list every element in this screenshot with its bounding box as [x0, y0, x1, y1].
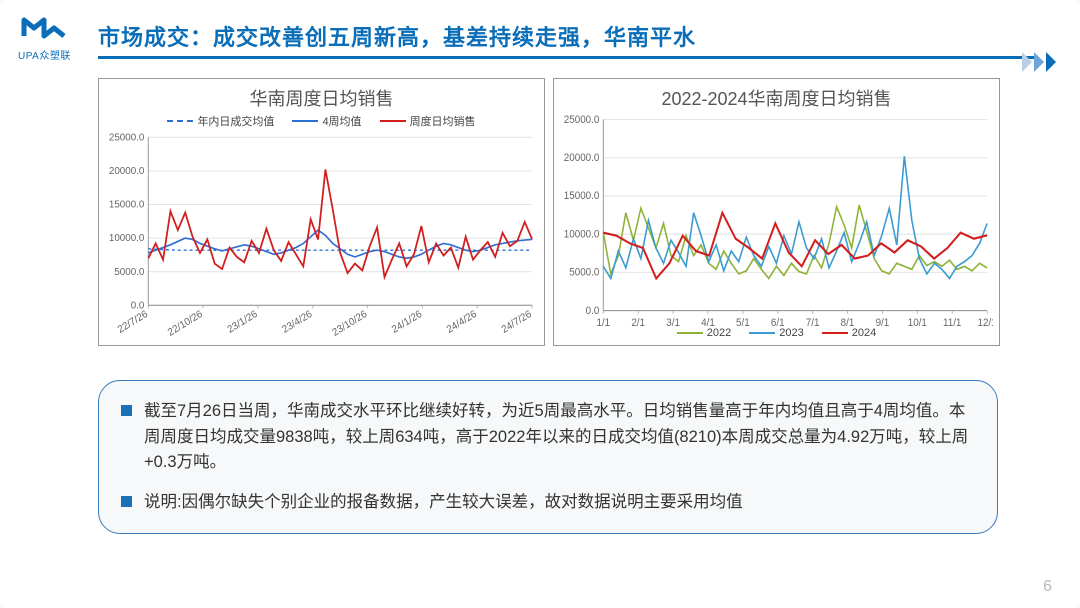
svg-text:24/7/26: 24/7/26 [500, 308, 534, 335]
page-title: 市场成交：成交改善创五周新高，基差持续走强，华南平水 [98, 20, 696, 52]
chart-right-plot: 0.05000.010000.015000.020000.025000.01/1… [560, 113, 993, 341]
svg-text:5000.0: 5000.0 [569, 267, 599, 279]
svg-text:20000.0: 20000.0 [109, 166, 145, 177]
svg-text:0.0: 0.0 [586, 305, 600, 317]
chart-left-panel: 华南周度日均销售 年内日成交均值4周均值周度日均销售 0.05000.01000… [98, 78, 545, 346]
chart-right-title: 2022-2024华南周度日均销售 [560, 85, 993, 111]
note-item: 截至7月26日当周，华南成交水平环比继续好转，为近5周最高水平。日均销售量高于年… [121, 399, 975, 476]
svg-text:10000.0: 10000.0 [109, 233, 145, 244]
arrow-decoration [1022, 52, 1070, 72]
bullet-icon [121, 496, 132, 507]
title-rule [98, 56, 1038, 59]
logo: UPA众塑联 [18, 14, 78, 62]
svg-text:24/1/26: 24/1/26 [390, 308, 424, 335]
chart-left-legend: 年内日成交均值4周均值周度日均销售 [105, 113, 538, 129]
chart-left-plot: 0.05000.010000.015000.020000.025000.022/… [105, 131, 538, 341]
slide: UPA众塑联 市场成交：成交改善创五周新高，基差持续走强，华南平水 华南周度日均… [0, 0, 1080, 608]
svg-text:25000.0: 25000.0 [564, 114, 600, 126]
svg-text:15000.0: 15000.0 [109, 199, 145, 210]
chart-right-legend: 202220232024 [554, 327, 999, 339]
svg-text:22/10/26: 22/10/26 [166, 308, 205, 338]
note-item: 说明:因偶尔缺失个别企业的报备数据，产生较大误差，故对数据说明主要采用均值 [121, 490, 975, 516]
svg-text:22/7/26: 22/7/26 [116, 308, 150, 335]
svg-text:25000.0: 25000.0 [109, 132, 145, 143]
svg-text:23/1/26: 23/1/26 [226, 308, 260, 335]
svg-text:23/10/26: 23/10/26 [331, 308, 370, 338]
chart-right-panel: 2022-2024华南周度日均销售 0.0 5000.0 10000.0 15000.… [553, 78, 1000, 346]
note-text: 截至7月26日当周，华南成交水平环比继续好转，为近5周最高水平。日均销售量高于年… [144, 399, 975, 476]
svg-text:20000.0: 20000.0 [564, 153, 600, 165]
page-number: 6 [1043, 578, 1052, 596]
chart-left-title: 华南周度日均销售 [105, 85, 538, 111]
svg-text:5000.0: 5000.0 [114, 267, 144, 278]
svg-text:23/4/26: 23/4/26 [281, 308, 315, 335]
logo-mark [18, 14, 78, 42]
header: UPA众塑联 市场成交：成交改善创五周新高，基差持续走强，华南平水 [0, 0, 1080, 70]
svg-text:24/4/26: 24/4/26 [445, 308, 479, 335]
notes-box: 截至7月26日当周，华南成交水平环比继续好转，为近5周最高水平。日均销售量高于年… [98, 380, 998, 534]
charts-row: 华南周度日均销售 年内日成交均值4周均值周度日均销售 0.0 5000.0 1000… [98, 78, 1000, 346]
logo-text: UPA众塑联 [18, 47, 78, 62]
bullet-icon [121, 405, 132, 416]
svg-text:10000.0: 10000.0 [564, 229, 600, 241]
note-text: 说明:因偶尔缺失个别企业的报备数据，产生较大误差，故对数据说明主要采用均值 [144, 490, 743, 516]
svg-text:15000.0: 15000.0 [564, 191, 600, 203]
